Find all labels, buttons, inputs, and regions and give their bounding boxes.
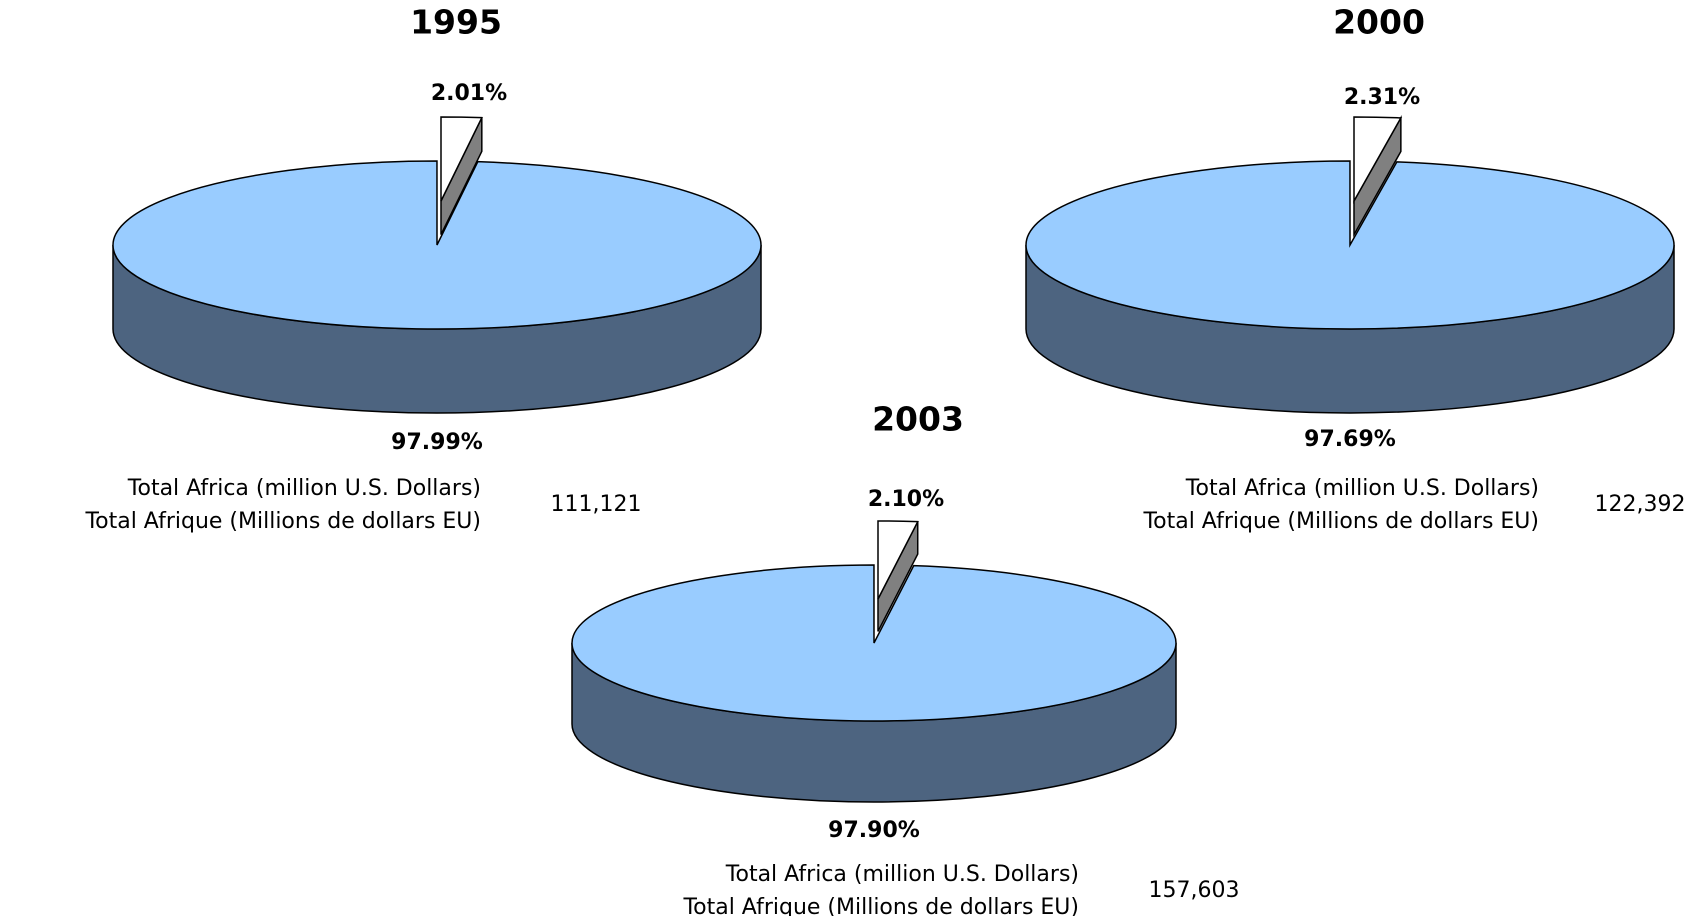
pie-slice: [571, 564, 1177, 722]
note: Total Afrique (Millions de dollars EU): [682, 895, 1079, 916]
note: Total Afrique (Millions de dollars EU): [84, 509, 481, 534]
pie-slice: [877, 520, 919, 600]
note: Total Afrique (Millions de dollars EU): [1142, 509, 1539, 534]
pie-slice: [440, 116, 483, 202]
pie-slice: [1353, 116, 1403, 204]
note: Total Africa (million U.S. Dollars): [1185, 476, 1539, 501]
data-label: 97.90%: [828, 818, 920, 843]
data-label: 97.69%: [1304, 427, 1396, 452]
total: 122,392: [1595, 492, 1684, 517]
pie-title: 2003: [872, 400, 964, 439]
data-label: 97.99%: [391, 430, 483, 455]
pie-title: 1995: [410, 3, 502, 42]
note: Total Africa (million U.S. Dollars): [127, 476, 481, 501]
total: 111,121: [551, 492, 642, 517]
data-label: 2.31%: [1344, 85, 1420, 110]
total: 157,603: [1149, 878, 1240, 903]
data-label: 2.10%: [868, 487, 944, 512]
note: Total Africa (million U.S. Dollars): [725, 862, 1079, 887]
pie-slice: [112, 160, 762, 330]
pie-slice: [1025, 160, 1675, 330]
data-label: 2.01%: [431, 81, 507, 106]
pie-title: 2000: [1333, 3, 1425, 42]
